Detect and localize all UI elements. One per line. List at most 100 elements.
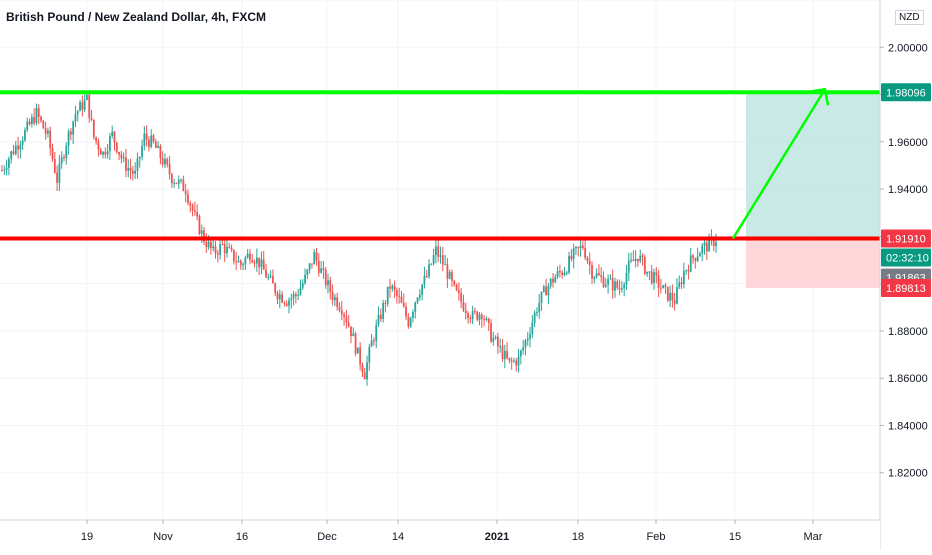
candle-body [175,182,178,184]
candle-body [699,253,701,257]
candle-body [646,271,649,274]
candle-body [37,108,40,117]
candle-body [232,249,235,262]
candle-body [35,108,38,124]
candle-body [471,311,474,320]
candle-body [214,246,217,254]
chart-title: British Pound / New Zealand Dollar, 4h, … [6,10,267,24]
candle-body [138,156,141,159]
candle-body [625,272,628,285]
candle-body [86,94,88,100]
candle-body [666,286,669,301]
candle-body [200,230,203,234]
candle-body [531,322,534,335]
candle-body [558,270,561,273]
candle-body [122,157,125,159]
candle-body [118,151,120,155]
candle-body [444,264,446,266]
candle-body [600,275,603,278]
candle-body [669,292,671,301]
price-tick-label: 1.96000 [888,137,928,149]
candle-body [189,202,192,206]
position-zones [746,92,880,289]
candle-body [451,272,453,281]
candle-body [368,346,371,363]
candle-body [405,306,407,317]
candle-body [632,259,635,262]
candle-body [508,357,511,361]
candle-body [143,133,146,146]
candle-body [320,268,323,273]
candle-body [586,257,589,261]
candle-body [540,291,543,303]
candle-body [106,151,109,155]
candle-body [602,277,605,287]
candle-body [462,301,465,311]
candle-body [407,316,410,327]
candle-body [329,280,332,292]
candle-body [72,121,75,135]
candle-body [547,285,550,296]
candle-body [104,151,107,155]
candle-body [304,274,306,284]
candle-body [134,170,137,174]
candle-body [120,154,123,159]
candle-body [705,242,708,252]
candle-body [653,272,655,283]
candle-body [269,276,272,278]
candle-body [354,333,357,354]
candle-body [99,149,102,155]
candle-body [616,281,619,288]
candle-body [347,322,350,327]
candle-body [340,310,343,315]
candle-body [290,298,293,301]
candle-body [331,291,334,301]
candle-body [95,137,98,142]
candle-body [453,280,456,285]
grid [0,0,880,520]
candle-body [379,314,382,319]
candle-body [262,259,265,270]
candle-body [350,326,352,337]
candle-body [253,262,256,264]
candle-body [643,256,646,274]
candle-body [416,297,419,303]
candle-body [657,275,660,288]
candle-body [272,276,274,284]
time-tick-label: 2021 [485,531,509,543]
candle-body [210,241,212,249]
candle-body [448,272,451,279]
candle-body [285,303,288,306]
candle-body [363,372,366,380]
candle-body [79,102,81,112]
candle-body [226,246,228,254]
price-tag-bg [881,229,931,248]
price-tag: 1.91910 [881,229,931,248]
candle-body [712,238,715,247]
candle-body [159,145,162,159]
candle-body [187,194,189,203]
candle-body [336,297,339,308]
candle-body [678,282,681,288]
candle-body [278,294,281,300]
candle-body [317,260,320,273]
candle-body [552,278,554,283]
time-tick-label: 14 [392,531,404,543]
candle-body [60,157,63,164]
candle-body [173,182,176,184]
candle-body [12,151,15,154]
candle-body [76,111,79,115]
candle-body [322,268,325,270]
price-tick-label: 1.86000 [888,373,928,385]
candle-body [299,287,302,295]
candle-body [437,246,440,257]
candle-body [19,144,22,150]
candle-body [694,258,697,261]
candle-body [249,253,251,260]
candle-body [671,292,674,301]
candle-body [198,216,201,234]
candle-body [3,169,6,171]
candle-body [203,230,205,242]
